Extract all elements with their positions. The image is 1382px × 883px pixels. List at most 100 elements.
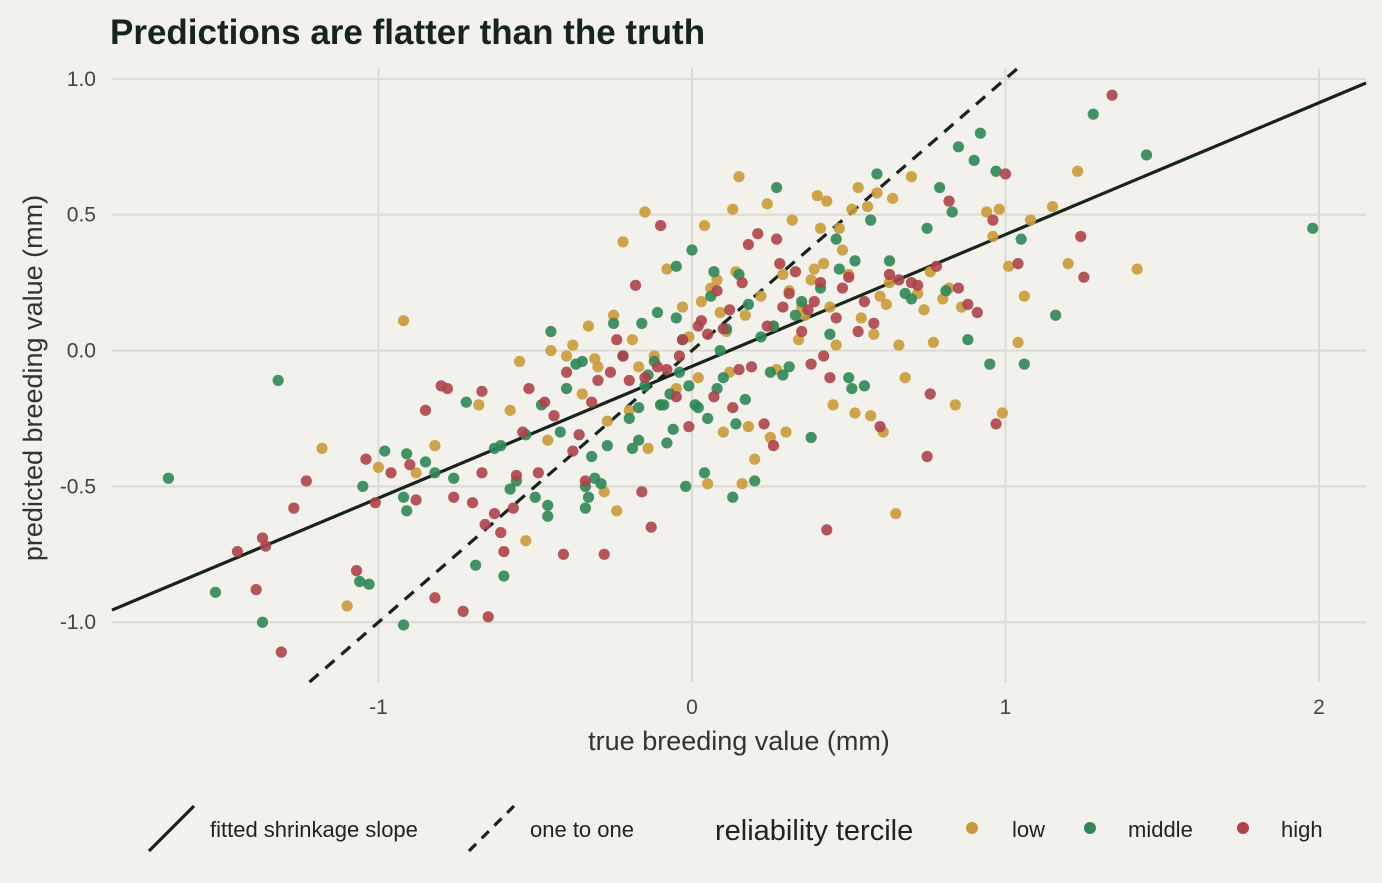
data-point-low <box>582 320 595 332</box>
data-point-high <box>783 287 795 300</box>
data-point-middle <box>363 578 375 590</box>
data-point-low <box>513 355 526 368</box>
data-point-middle <box>683 380 695 392</box>
data-point-high <box>852 325 864 338</box>
data-point-high <box>758 418 770 430</box>
data-point-high <box>466 497 479 509</box>
data-point-high <box>250 584 262 596</box>
data-point-middle <box>680 480 692 492</box>
data-point-middle <box>495 440 507 452</box>
data-point-low <box>661 263 673 275</box>
data-point-low <box>372 461 385 473</box>
data-point-middle <box>1018 358 1030 370</box>
data-point-middle <box>968 154 980 166</box>
data-point-middle <box>545 325 557 338</box>
data-point-middle <box>1087 108 1099 120</box>
data-point-low <box>639 206 651 218</box>
data-point-high <box>767 440 780 452</box>
legend-title: reliability tercile <box>715 815 913 847</box>
data-point-middle <box>379 445 391 457</box>
data-point-middle <box>946 206 958 218</box>
data-point-high <box>745 361 758 373</box>
data-point-low <box>1012 336 1024 348</box>
data-point-low <box>893 339 905 351</box>
data-point-high <box>999 168 1012 180</box>
data-point-high <box>592 374 604 387</box>
data-point-low <box>520 535 532 547</box>
data-point-middle <box>554 426 566 438</box>
legend-key-low <box>966 822 978 834</box>
data-point-high <box>1012 258 1024 270</box>
data-point-low <box>698 219 711 232</box>
data-point-middle <box>789 309 802 321</box>
data-point-high <box>419 404 432 416</box>
data-point-high <box>987 214 999 226</box>
data-point-high <box>818 350 830 362</box>
data-point-middle <box>843 372 855 384</box>
data-point-middle <box>670 312 682 324</box>
data-point-middle <box>990 165 1002 177</box>
data-point-middle <box>846 382 858 395</box>
data-point-middle <box>401 505 413 517</box>
data-point-high <box>482 611 494 623</box>
data-point-middle <box>623 412 635 425</box>
data-point-low <box>805 274 817 286</box>
data-point-high <box>488 507 501 520</box>
data-point-high <box>560 366 573 378</box>
data-point-low <box>316 442 328 454</box>
data-point-low <box>592 361 604 373</box>
data-point-low <box>676 301 689 313</box>
data-point-high <box>404 459 416 471</box>
data-point-middle <box>272 374 284 387</box>
data-point-high <box>636 486 648 498</box>
data-point-middle <box>209 586 222 598</box>
data-point-middle <box>974 127 986 139</box>
data-point-low <box>739 309 751 321</box>
data-point-high <box>683 421 695 433</box>
data-point-middle <box>636 317 648 329</box>
data-point-low <box>560 350 573 362</box>
data-point-high <box>670 391 682 403</box>
data-point-high <box>517 426 529 438</box>
data-point-high <box>752 228 764 240</box>
data-point-low <box>865 410 877 422</box>
data-point-high <box>868 317 880 329</box>
data-point-high <box>429 592 441 604</box>
data-point-middle <box>661 437 673 449</box>
data-point-middle <box>542 499 554 512</box>
data-point-middle <box>849 255 861 267</box>
data-point-middle <box>984 358 996 370</box>
legend-label-low: low <box>1012 817 1045 842</box>
data-point-low <box>608 309 620 321</box>
data-point-low <box>852 181 864 194</box>
data-point-high <box>300 475 312 487</box>
data-point-low <box>808 263 820 275</box>
data-point-middle <box>692 402 704 414</box>
data-point-high <box>410 494 422 506</box>
data-point-middle <box>714 344 726 357</box>
data-point-high <box>808 296 820 308</box>
data-point-middle <box>582 491 595 503</box>
data-point-high <box>360 453 372 465</box>
legend-key-high <box>1237 822 1249 834</box>
data-point-middle <box>1140 149 1153 161</box>
data-point-high <box>573 429 585 441</box>
legend-label-high: high <box>1281 817 1323 842</box>
data-point-middle <box>162 472 175 484</box>
data-point-low <box>821 195 833 207</box>
data-point-high <box>830 312 842 324</box>
data-point-high <box>930 260 943 272</box>
data-point-middle <box>1015 233 1027 245</box>
data-point-high <box>639 372 651 384</box>
data-point-low <box>642 442 654 454</box>
y-tick-label: 0.5 <box>67 204 96 227</box>
data-point-low <box>993 203 1005 215</box>
data-point-high <box>479 518 491 531</box>
tick-labels: -1 0 1 2 1.0 0.5 0.0 -0.5 -1.0 <box>60 68 1325 719</box>
data-point-middle <box>698 467 711 479</box>
data-point-middle <box>771 181 783 194</box>
data-point-low <box>717 426 729 438</box>
data-point-middle <box>633 434 645 446</box>
data-point-high <box>943 195 955 207</box>
data-point-high <box>676 334 689 346</box>
